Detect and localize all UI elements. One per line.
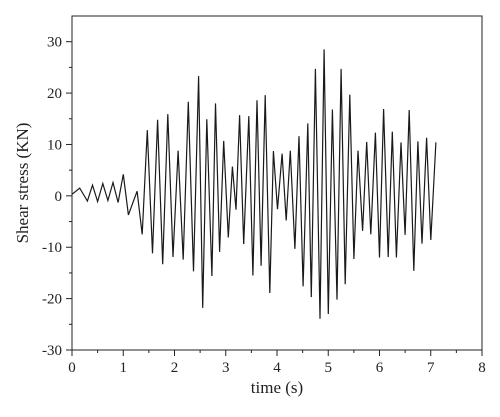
y-axis-title: Shear stress (KN) (13, 123, 32, 244)
series-group (71, 49, 437, 319)
x-tick-label: 4 (273, 360, 281, 376)
x-tick-label: 8 (478, 360, 486, 376)
axis-tick-labels: 0 1 2 3 4 5 6 7 8 -30 -20 -10 0 10 20 30 (42, 35, 486, 376)
x-tick-label: 5 (325, 360, 333, 376)
y-tick-label: -10 (42, 240, 62, 256)
x-tick-label: 7 (427, 360, 435, 376)
y-tick-label: 30 (47, 35, 62, 51)
series-line (71, 49, 437, 319)
x-tick-label: 3 (222, 360, 230, 376)
x-axis-title: time (s) (251, 378, 303, 397)
x-tick-label: 6 (376, 360, 384, 376)
x-tick-label: 2 (171, 360, 179, 376)
plot-frame (71, 15, 483, 351)
axis-ticks (66, 41, 483, 356)
y-tick-label: -30 (42, 343, 62, 359)
y-tick-label: 0 (55, 189, 63, 205)
y-tick-label: 10 (47, 137, 62, 153)
x-tick-label: 1 (120, 360, 128, 376)
x-tick-label: 0 (68, 360, 76, 376)
y-tick-label: -20 (42, 292, 62, 308)
y-tick-label: 20 (47, 86, 62, 102)
